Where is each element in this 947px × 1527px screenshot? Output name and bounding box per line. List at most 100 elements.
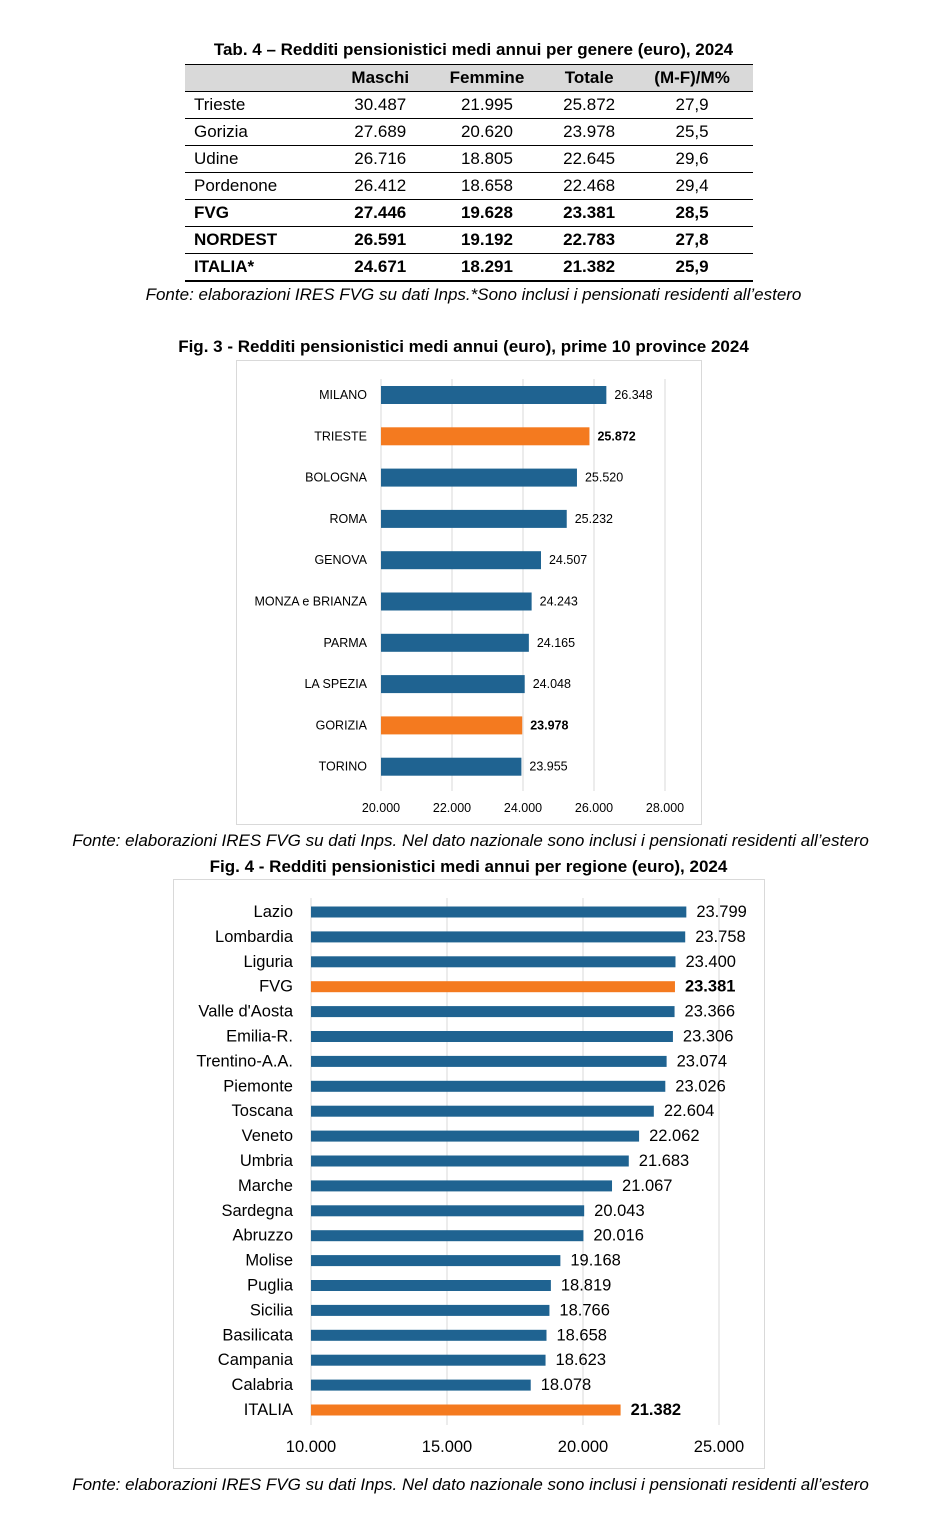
data-label: 23.799 (696, 903, 746, 921)
category-label: TRIESTE (314, 429, 367, 443)
bar (311, 906, 687, 918)
category-label: Lombardia (215, 928, 294, 946)
table-header-cell: Femmine (426, 64, 548, 92)
table-cell-femmine: 19.628 (426, 199, 548, 227)
data-label: 23.978 (530, 718, 568, 732)
table-cell-diff: 25,5 (631, 118, 753, 146)
table-cell-totale: 25.872 (547, 91, 632, 119)
data-label: 23.074 (677, 1052, 727, 1070)
category-label: Liguria (243, 953, 293, 971)
table-cell-name: Trieste (185, 91, 334, 119)
bar (381, 716, 523, 735)
table-cell-name: FVG (185, 199, 334, 227)
data-label: 24.165 (537, 636, 575, 650)
x-tick-label: 15.000 (422, 1438, 472, 1456)
category-label: MILANO (319, 388, 367, 402)
data-label: 21.382 (631, 1401, 681, 1419)
category-label: MONZA e BRIANZA (254, 595, 367, 609)
data-label: 23.955 (529, 760, 567, 774)
fig4-bar-chart: 10.000 15.000 20.000 25.000 Lazio 23.799 Lomba… (196, 898, 747, 1456)
data-label: 24.048 (533, 677, 571, 691)
bar (311, 1280, 551, 1291)
table-cell-femmine: 18.805 (426, 145, 548, 173)
x-tick-label: 25.000 (694, 1438, 744, 1456)
table-cell-femmine: 20.620 (426, 118, 548, 146)
category-label: GENOVA (314, 553, 367, 567)
data-label: 26.348 (614, 388, 652, 402)
table-cell-maschi: 24.671 (333, 253, 427, 282)
table-row: Trieste 30.487 21.995 25.872 27,9 (185, 91, 753, 119)
table-cell-name: NORDEST (185, 226, 334, 254)
bar (381, 509, 567, 528)
fig4-title: Fig. 4 - Redditi pensionistici medi annu… (209, 857, 728, 876)
table-cell-totale: 23.381 (547, 199, 632, 227)
category-label: Sardegna (221, 1202, 293, 1220)
data-label: 23.400 (685, 953, 735, 971)
bar (381, 592, 532, 611)
bar (311, 1155, 629, 1167)
table-cell-femmine: 21.995 (426, 91, 548, 119)
category-label: Toscana (232, 1102, 294, 1120)
table-cell-diff: 27,8 (631, 226, 753, 254)
data-label: 18.819 (561, 1277, 611, 1295)
data-label: 18.623 (556, 1351, 606, 1369)
bar (381, 633, 529, 652)
category-label: PARMA (323, 636, 367, 650)
category-label: Lazio (254, 903, 293, 921)
bar (311, 1130, 640, 1142)
fig4-source: Fonte: elaborazioni IRES FVG su dati Inp… (72, 1475, 869, 1494)
category-label: ROMA (330, 512, 368, 526)
x-tick-label: 26.000 (575, 801, 613, 815)
bar (311, 1006, 675, 1018)
category-label: Trentino-A.A. (196, 1052, 293, 1070)
table-cell-totale: 22.783 (547, 226, 632, 254)
bar (311, 1080, 666, 1092)
bar (311, 1180, 613, 1192)
table-cell-name: Pordenone (185, 172, 334, 200)
table-cell-maschi: 26.412 (333, 172, 427, 200)
table-row: NORDEST 26.591 19.192 22.783 27,8 (185, 226, 753, 254)
bar (381, 757, 522, 776)
bar (311, 1255, 561, 1267)
x-tick-label: 28.000 (646, 801, 684, 815)
bar (381, 386, 607, 404)
data-label: 20.043 (594, 1202, 644, 1220)
data-label: 21.683 (639, 1152, 689, 1170)
table-row: Gorizia 27.689 20.620 23.978 25,5 (185, 118, 753, 146)
table-cell-name: Udine (185, 145, 334, 173)
category-label: Campania (218, 1351, 294, 1369)
table-cell-maschi: 27.689 (333, 118, 427, 146)
table-cell-diff: 29,4 (631, 172, 753, 200)
data-label: 24.243 (540, 595, 578, 609)
table-header-cell: Totale (547, 64, 632, 92)
fig3-chart-frame: 20.000 22.000 24.000 26.000 28.000 MILANO 26.3… (236, 360, 702, 825)
fig3-bar-chart: 20.000 22.000 24.000 26.000 28.000 MILANO 26.3… (254, 379, 684, 815)
data-label: 23.758 (695, 928, 745, 946)
table-cell-maschi: 30.487 (333, 91, 427, 119)
category-label: Emilia-R. (226, 1028, 293, 1046)
data-label: 25.872 (597, 429, 635, 443)
bar (381, 468, 577, 487)
table-row: ITALIA* 24.671 18.291 21.382 25,9 (185, 253, 753, 282)
data-label: 18.078 (541, 1376, 591, 1394)
data-label: 22.062 (649, 1127, 699, 1145)
category-label: Abruzzo (232, 1227, 293, 1245)
data-label: 20.016 (593, 1227, 643, 1245)
category-label: BOLOGNA (305, 471, 367, 485)
data-label: 19.168 (570, 1252, 620, 1270)
data-label: 22.604 (664, 1102, 714, 1120)
bar (311, 1304, 550, 1316)
x-tick-label: 20.000 (362, 801, 400, 815)
table-header-row: Maschi Femmine Totale (M-F)/M% (185, 64, 753, 92)
data-label: 23.306 (683, 1028, 733, 1046)
table-row: Pordenone 26.412 18.658 22.468 29,4 (185, 172, 753, 200)
table-cell-diff: 25,9 (631, 253, 753, 282)
table-cell-femmine: 18.291 (426, 253, 548, 282)
category-label: Marche (238, 1177, 293, 1195)
table-header-cell: (M-F)/M% (631, 64, 753, 92)
table-cell-name: ITALIA* (185, 253, 334, 282)
category-label: Basilicata (222, 1326, 293, 1344)
bar (311, 981, 675, 993)
bar (311, 1205, 585, 1217)
bar (311, 1031, 673, 1042)
